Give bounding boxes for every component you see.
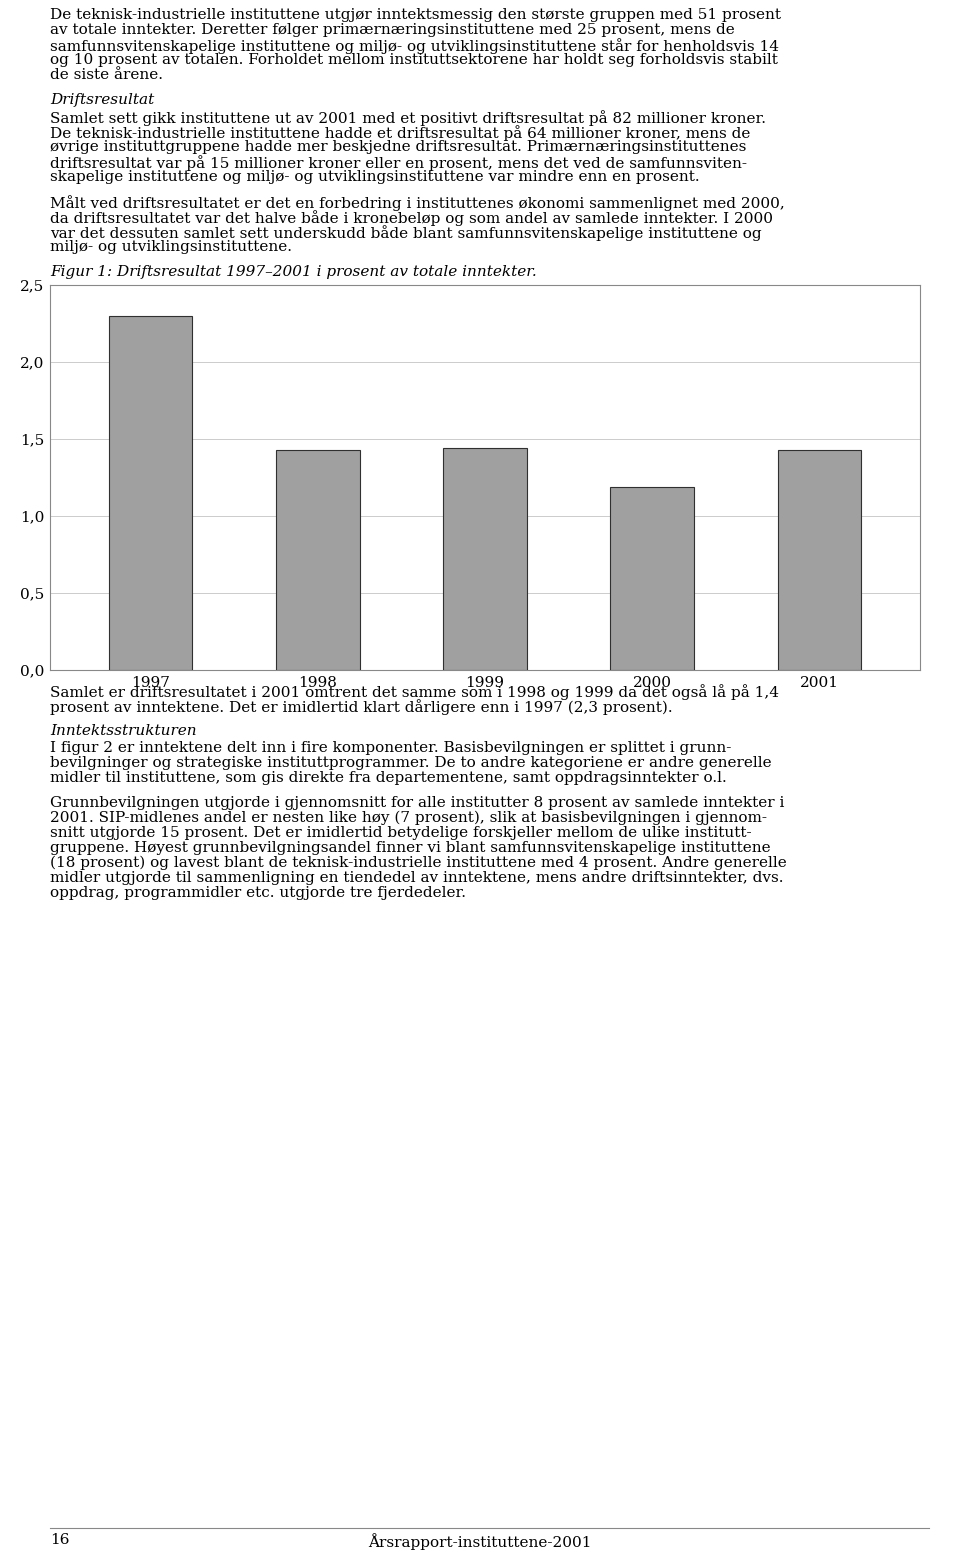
Text: De teknisk-industrielle instituttene utgjør inntektsmessig den største gruppen m: De teknisk-industrielle instituttene utg… — [50, 8, 780, 22]
Text: bevilgninger og strategiske instituttprogrammer. De to andre kategoriene er andr: bevilgninger og strategiske instituttpro… — [50, 756, 772, 770]
Text: 2001. SIP-midlenes andel er nesten like høy (7 prosent), slik at basisbevilgning: 2001. SIP-midlenes andel er nesten like … — [50, 812, 767, 826]
Text: av totale inntekter. Deretter følger primærnæringsinstituttene med 25 prosent, m: av totale inntekter. Deretter følger pri… — [50, 23, 734, 37]
Bar — [444, 449, 527, 670]
Text: midler til instituttene, som gis direkte fra departementene, samt oppdragsinntek: midler til instituttene, som gis direkte… — [50, 771, 727, 785]
Text: I figur 2 er inntektene delt inn i fire komponenter. Basisbevilgningen er splitt: I figur 2 er inntektene delt inn i fire … — [50, 742, 732, 756]
Text: (18 prosent) og lavest blant de teknisk-industrielle instituttene med 4 prosent.: (18 prosent) og lavest blant de teknisk-… — [50, 855, 786, 871]
Bar — [778, 450, 861, 670]
Text: miljø- og utviklingsinstituttene.: miljø- og utviklingsinstituttene. — [50, 240, 292, 254]
Text: De teknisk-industrielle instituttene hadde et driftsresultat på 64 millioner kro: De teknisk-industrielle instituttene had… — [50, 125, 751, 140]
Text: prosent av inntektene. Det er imidlertid klart dårligere enn i 1997 (2,3 prosent: prosent av inntektene. Det er imidlertid… — [50, 700, 673, 715]
Text: Grunnbevilgningen utgjorde i gjennomsnitt for alle institutter 8 prosent av saml: Grunnbevilgningen utgjorde i gjennomsnit… — [50, 796, 784, 810]
Text: de siste årene.: de siste årene. — [50, 69, 163, 83]
Text: Årsrapport-instituttene-2001: Årsrapport-instituttene-2001 — [369, 1533, 591, 1550]
Bar — [108, 316, 192, 670]
Text: snitt utgjorde 15 prosent. Det er imidlertid betydelige forskjeller mellom de ul: snitt utgjorde 15 prosent. Det er imidle… — [50, 826, 752, 840]
Bar — [611, 486, 694, 670]
Text: Driftsresultat: Driftsresultat — [50, 93, 155, 108]
Text: midler utgjorde til sammenligning en tiendedel av inntektene, mens andre driftsi: midler utgjorde til sammenligning en tie… — [50, 871, 783, 885]
Bar — [276, 450, 359, 670]
Text: Samlet sett gikk instituttene ut av 2001 med et positivt driftsresultat på 82 mi: Samlet sett gikk instituttene ut av 2001… — [50, 111, 766, 126]
Text: gruppene. Høyest grunnbevilgningsandel finner vi blant samfunnsvitenskapelige in: gruppene. Høyest grunnbevilgningsandel f… — [50, 841, 771, 855]
Text: skapelige instituttene og miljø- og utviklingsinstituttene var mindre enn en pro: skapelige instituttene og miljø- og utvi… — [50, 170, 700, 184]
Text: Inntektsstrukturen: Inntektsstrukturen — [50, 724, 197, 738]
Text: driftsresultat var på 15 millioner kroner eller en prosent, mens det ved de samf: driftsresultat var på 15 millioner krone… — [50, 154, 747, 171]
Text: oppdrag, programmidler etc. utgjorde tre fjerdedeler.: oppdrag, programmidler etc. utgjorde tre… — [50, 887, 466, 901]
Text: Figur 1: Driftsresultat 1997–2001 i prosent av totale inntekter.: Figur 1: Driftsresultat 1997–2001 i pros… — [50, 265, 537, 279]
Text: øvrige instituttgruppene hadde mer beskjedne driftsresultat. Primærnæringsinstit: øvrige instituttgruppene hadde mer beskj… — [50, 140, 746, 154]
Text: Samlet er driftsresultatet i 2001 omtrent det samme som i 1998 og 1999 da det og: Samlet er driftsresultatet i 2001 omtren… — [50, 684, 779, 700]
Text: da driftsresultatet var det halve både i kronebeløp og som andel av samlede innt: da driftsresultatet var det halve både i… — [50, 210, 773, 226]
Text: samfunnsvitenskapelige instituttene og miljø- og utviklingsinstituttene står for: samfunnsvitenskapelige instituttene og m… — [50, 37, 779, 55]
Text: og 10 prosent av totalen. Forholdet mellom instituttsektorene har holdt seg forh: og 10 prosent av totalen. Forholdet mell… — [50, 53, 778, 67]
Text: Målt ved driftsresultatet er det en forbedring i instituttenes økonomi sammenlig: Målt ved driftsresultatet er det en forb… — [50, 195, 784, 210]
Text: var det dessuten samlet sett underskudd både blant samfunnsvitenskapelige instit: var det dessuten samlet sett underskudd … — [50, 224, 761, 241]
Text: 16: 16 — [50, 1533, 69, 1547]
